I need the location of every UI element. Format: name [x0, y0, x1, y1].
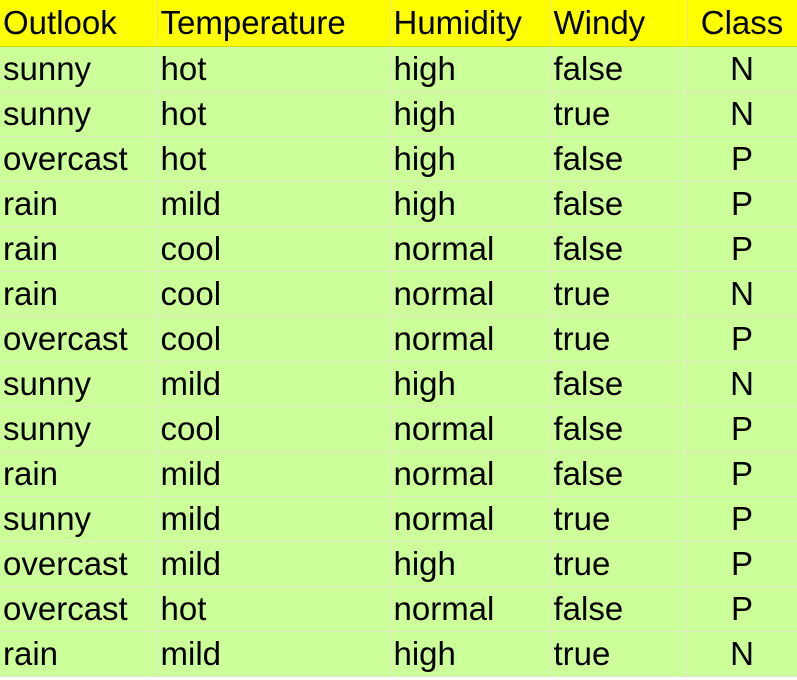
cell-temperature[interactable]: mild	[157, 181, 391, 227]
cell-windy[interactable]: true	[550, 271, 688, 317]
table-row: rain cool normal true N	[0, 271, 797, 317]
cell-windy[interactable]: false	[550, 586, 688, 632]
cell-windy[interactable]: false	[550, 451, 688, 497]
cell-humidity[interactable]: high	[390, 361, 551, 407]
cell-humidity[interactable]: high	[390, 631, 551, 677]
cell-humidity[interactable]: normal	[390, 316, 551, 362]
header-windy[interactable]: Windy	[550, 0, 688, 47]
cell-outlook[interactable]: sunny	[0, 406, 158, 452]
cell-class[interactable]: P	[687, 181, 797, 227]
cell-temperature[interactable]: cool	[157, 316, 391, 362]
cell-outlook[interactable]: sunny	[0, 361, 158, 407]
cell-humidity[interactable]: normal	[390, 496, 551, 542]
cell-class[interactable]: P	[687, 316, 797, 362]
cell-windy[interactable]: true	[550, 496, 688, 542]
table-row: sunny cool normal false P	[0, 406, 797, 452]
cell-windy[interactable]: false	[550, 46, 688, 92]
header-outlook[interactable]: Outlook	[0, 0, 158, 47]
cell-class[interactable]: P	[687, 451, 797, 497]
cell-outlook[interactable]: overcast	[0, 136, 158, 182]
header-humidity[interactable]: Humidity	[390, 0, 551, 47]
cell-outlook[interactable]: sunny	[0, 46, 158, 92]
cell-humidity[interactable]: high	[390, 91, 551, 137]
cell-windy[interactable]: true	[550, 541, 688, 587]
cell-outlook[interactable]: overcast	[0, 316, 158, 362]
cell-class[interactable]: P	[687, 586, 797, 632]
cell-class[interactable]: N	[687, 46, 797, 92]
table-row: overcast mild high true P	[0, 541, 797, 587]
cell-outlook[interactable]: sunny	[0, 91, 158, 137]
cell-class[interactable]: N	[687, 361, 797, 407]
cell-temperature[interactable]: mild	[157, 361, 391, 407]
cell-temperature[interactable]: cool	[157, 271, 391, 317]
cell-outlook[interactable]: rain	[0, 271, 158, 317]
cell-temperature[interactable]: mild	[157, 496, 391, 542]
cell-outlook[interactable]: rain	[0, 631, 158, 677]
cell-humidity[interactable]: normal	[390, 451, 551, 497]
cell-humidity[interactable]: high	[390, 136, 551, 182]
cell-outlook[interactable]: rain	[0, 226, 158, 272]
header-class[interactable]: Class	[687, 0, 797, 47]
cell-temperature[interactable]: hot	[157, 46, 391, 92]
cell-windy[interactable]: false	[550, 406, 688, 452]
table-row: overcast cool normal true P	[0, 316, 797, 362]
table-row: overcast hot high false P	[0, 136, 797, 182]
cell-windy[interactable]: false	[550, 226, 688, 272]
header-temperature[interactable]: Temperature	[157, 0, 391, 47]
cell-class[interactable]: P	[687, 226, 797, 272]
table-row: sunny hot high true N	[0, 91, 797, 137]
table-row: overcast hot normal false P	[0, 586, 797, 632]
cell-outlook[interactable]: rain	[0, 451, 158, 497]
cell-windy[interactable]: false	[550, 181, 688, 227]
cell-humidity[interactable]: normal	[390, 226, 551, 272]
cell-windy[interactable]: true	[550, 91, 688, 137]
cell-temperature[interactable]: hot	[157, 586, 391, 632]
cell-humidity[interactable]: normal	[390, 271, 551, 317]
cell-temperature[interactable]: hot	[157, 91, 391, 137]
table-row: rain mild high false P	[0, 181, 797, 227]
cell-outlook[interactable]: overcast	[0, 541, 158, 587]
cell-humidity[interactable]: high	[390, 541, 551, 587]
table-row: rain mild normal false P	[0, 451, 797, 497]
cell-temperature[interactable]: mild	[157, 541, 391, 587]
cell-class[interactable]: N	[687, 631, 797, 677]
cell-windy[interactable]: true	[550, 316, 688, 362]
cell-temperature[interactable]: mild	[157, 451, 391, 497]
cell-temperature[interactable]: cool	[157, 226, 391, 272]
cell-windy[interactable]: false	[550, 361, 688, 407]
cell-outlook[interactable]: overcast	[0, 586, 158, 632]
cell-humidity[interactable]: high	[390, 181, 551, 227]
cell-class[interactable]: P	[687, 136, 797, 182]
table-row: rain mild high true N	[0, 631, 797, 677]
cell-class[interactable]: P	[687, 541, 797, 587]
cell-temperature[interactable]: mild	[157, 631, 391, 677]
header-row: Outlook Temperature Humidity Windy Class	[0, 0, 797, 47]
cell-temperature[interactable]: hot	[157, 136, 391, 182]
table-row: sunny mild high false N	[0, 361, 797, 407]
table-row: sunny mild normal true P	[0, 496, 797, 542]
cell-windy[interactable]: false	[550, 136, 688, 182]
table-row: rain cool normal false P	[0, 226, 797, 272]
cell-class[interactable]: N	[687, 271, 797, 317]
cell-outlook[interactable]: rain	[0, 181, 158, 227]
table-row: sunny hot high false N	[0, 46, 797, 92]
cell-humidity[interactable]: high	[390, 46, 551, 92]
cell-outlook[interactable]: sunny	[0, 496, 158, 542]
cell-temperature[interactable]: cool	[157, 406, 391, 452]
cell-humidity[interactable]: normal	[390, 406, 551, 452]
cell-humidity[interactable]: normal	[390, 586, 551, 632]
cell-windy[interactable]: true	[550, 631, 688, 677]
cell-class[interactable]: N	[687, 91, 797, 137]
cell-class[interactable]: P	[687, 496, 797, 542]
cell-class[interactable]: P	[687, 406, 797, 452]
